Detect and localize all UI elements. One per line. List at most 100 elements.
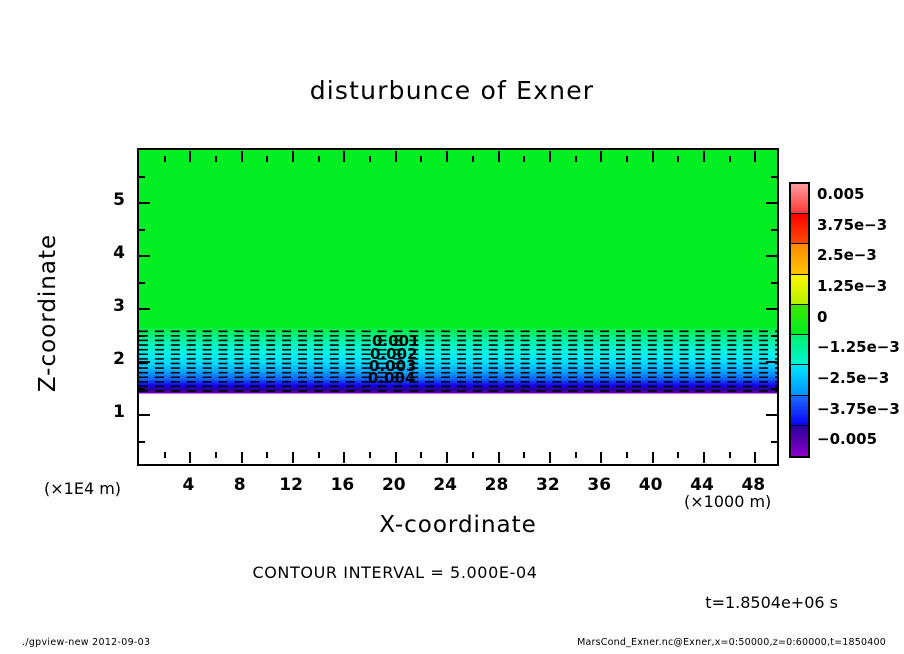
x-tick-label: 8	[233, 475, 246, 495]
x-tick-label: 12	[279, 475, 303, 495]
x-tick-major	[754, 452, 757, 463]
y-axis-unit-label: (×1E4 m)	[44, 479, 122, 498]
colorbar-tick-label: −0.005	[817, 430, 878, 449]
y-tick-minor-right	[771, 387, 777, 390]
footer-command-label: ./gpview-new 2012-09-03	[22, 637, 151, 648]
x-tick-minor-top	[420, 156, 423, 162]
contour-label: 0.002	[370, 345, 418, 363]
x-tick-major	[446, 452, 449, 463]
x-tick-minor-top	[677, 156, 680, 162]
colorbar-band	[791, 335, 808, 366]
y-tick-minor-right	[771, 175, 777, 178]
contour-label: 0.004	[368, 369, 416, 387]
x-tick-major-top	[189, 151, 192, 162]
x-tick-major	[292, 452, 295, 463]
x-tick-minor	[215, 452, 218, 458]
x-tick-minor-top	[317, 156, 320, 162]
y-tick-minor-right	[771, 281, 777, 284]
x-tick-major	[240, 452, 243, 463]
y-axis-ticks-right	[765, 150, 777, 464]
x-tick-major	[600, 452, 603, 463]
x-tick-minor	[163, 452, 166, 458]
colorbar-tick-label: −1.25e−3	[817, 338, 900, 357]
colorbar-band	[791, 425, 808, 456]
x-tick-major	[548, 452, 551, 463]
y-tick-major-right	[766, 202, 777, 204]
x-tick-minor	[677, 452, 680, 458]
x-tick-minor-top	[574, 156, 577, 162]
y-tick-minor	[139, 228, 145, 231]
colorbar-band	[791, 214, 808, 245]
x-tick-minor-top	[163, 156, 166, 162]
x-tick-major-top	[446, 151, 449, 162]
x-tick-label: 40	[638, 475, 663, 495]
x-tick-minor	[728, 452, 731, 458]
x-tick-major-top	[394, 151, 397, 162]
colorbar-tick-label: −2.5e−3	[817, 369, 890, 387]
y-tick-minor	[139, 175, 145, 178]
x-tick-minor-top	[471, 156, 474, 162]
x-tick-label: 28	[484, 475, 509, 495]
x-tick-minor	[625, 452, 628, 458]
x-tick-minor	[523, 452, 526, 458]
x-tick-major-top	[600, 151, 603, 162]
contour-field	[139, 150, 777, 464]
y-tick-minor-right	[771, 228, 777, 231]
y-tick-major-right	[766, 361, 777, 363]
y-tick-major-right	[766, 414, 777, 416]
x-tick-label: 16	[330, 475, 355, 495]
x-tick-minor	[471, 452, 474, 458]
x-tick-minor-top	[625, 156, 628, 162]
x-tick-minor-top	[523, 156, 526, 162]
y-axis-ticks-left	[139, 150, 151, 464]
x-tick-major-top	[702, 151, 705, 162]
contour-interval-text: CONTOUR INTERVAL = 5.000E-04	[252, 563, 538, 582]
x-tick-label: 24	[433, 475, 457, 495]
x-axis-unit-label: (×1000 m)	[684, 492, 772, 511]
x-tick-label: 20	[381, 475, 406, 495]
colorbar-band	[791, 274, 808, 305]
x-tick-major	[343, 452, 346, 463]
y-tick-major	[139, 414, 150, 416]
footer-source-label: MarsCond_Exner.nc@Exner,x=0:50000,z=0:60…	[577, 637, 886, 648]
x-tick-minor	[266, 452, 269, 458]
y-tick-major-right	[766, 308, 777, 310]
x-tick-major-top	[240, 151, 243, 162]
x-tick-label: 48	[741, 475, 766, 495]
y-tick-label: 1	[113, 402, 125, 422]
y-tick-major	[139, 308, 150, 310]
x-tick-minor-top	[266, 156, 269, 162]
x-tick-major	[651, 452, 654, 463]
x-tick-major-top	[754, 151, 757, 162]
x-tick-major-top	[548, 151, 551, 162]
colorbar-tick-label: 0.005	[817, 185, 865, 203]
x-tick-minor	[574, 452, 577, 458]
y-tick-label: 4	[113, 243, 125, 263]
y-tick-minor	[139, 334, 145, 337]
colorbar-tick-label: 3.75e−3	[817, 215, 888, 234]
page-title: disturbunce of Exner	[309, 76, 595, 105]
y-tick-minor	[139, 387, 145, 390]
x-tick-label: 4	[182, 475, 195, 495]
contour-label: 0.001	[372, 332, 420, 350]
x-tick-major-top	[343, 151, 346, 162]
colorbar-band	[791, 365, 808, 396]
colorbar-band	[791, 304, 808, 336]
y-tick-label: 2	[113, 349, 125, 369]
colorbar	[789, 182, 810, 458]
y-tick-major	[139, 202, 150, 204]
colorbar-band	[791, 395, 808, 426]
colorbar-tick-label: 2.5e−3	[817, 246, 877, 265]
y-tick-major-right	[766, 255, 777, 257]
x-tick-major	[394, 452, 397, 463]
contour-label: 0.003	[369, 357, 417, 375]
y-tick-minor-right	[771, 440, 777, 443]
y-tick-minor-right	[771, 334, 777, 337]
x-tick-major-top	[651, 151, 654, 162]
y-axis-title: Z-coordinate	[35, 233, 61, 393]
y-tick-minor	[139, 281, 145, 284]
x-tick-major	[497, 452, 500, 463]
x-tick-label: 44	[690, 475, 714, 495]
time-stamp-label: t=1.8504e+06 s	[705, 593, 838, 612]
colorbar-tick-label: 1.25e−3	[817, 277, 888, 295]
